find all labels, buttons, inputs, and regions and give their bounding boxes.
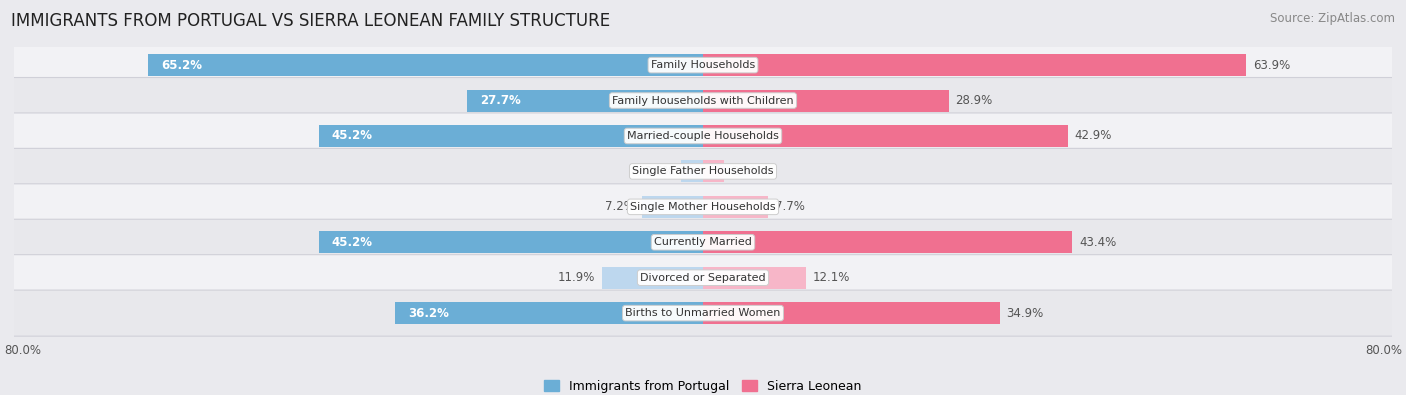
Text: 63.9%: 63.9%	[1253, 58, 1291, 71]
Text: IMMIGRANTS FROM PORTUGAL VS SIERRA LEONEAN FAMILY STRUCTURE: IMMIGRANTS FROM PORTUGAL VS SIERRA LEONE…	[11, 12, 610, 30]
Bar	[641, 196, 703, 218]
FancyBboxPatch shape	[4, 255, 1402, 301]
Bar	[703, 196, 769, 218]
Bar	[703, 90, 949, 111]
Bar	[602, 267, 703, 289]
Text: 7.7%: 7.7%	[775, 200, 806, 213]
Bar	[467, 90, 703, 111]
Bar	[395, 302, 703, 324]
Text: 12.1%: 12.1%	[813, 271, 851, 284]
Text: 2.6%: 2.6%	[644, 165, 673, 178]
Bar	[681, 160, 703, 182]
FancyBboxPatch shape	[4, 42, 1402, 88]
Text: Family Households: Family Households	[651, 60, 755, 70]
FancyBboxPatch shape	[4, 113, 1402, 159]
Bar	[319, 125, 703, 147]
Text: 43.4%: 43.4%	[1078, 236, 1116, 249]
FancyBboxPatch shape	[4, 290, 1402, 336]
Text: Single Mother Households: Single Mother Households	[630, 202, 776, 212]
Text: 45.2%: 45.2%	[332, 236, 373, 249]
Text: Source: ZipAtlas.com: Source: ZipAtlas.com	[1270, 12, 1395, 25]
Text: 7.2%: 7.2%	[605, 200, 636, 213]
Text: 36.2%: 36.2%	[408, 307, 449, 320]
Bar	[703, 267, 806, 289]
Bar	[149, 54, 703, 76]
Bar	[319, 231, 703, 253]
Text: 28.9%: 28.9%	[956, 94, 993, 107]
Text: Currently Married: Currently Married	[654, 237, 752, 247]
FancyBboxPatch shape	[4, 219, 1402, 265]
FancyBboxPatch shape	[4, 184, 1402, 230]
Bar	[703, 125, 1069, 147]
Text: Family Households with Children: Family Households with Children	[612, 96, 794, 105]
Text: 11.9%: 11.9%	[558, 271, 595, 284]
Legend: Immigrants from Portugal, Sierra Leonean: Immigrants from Portugal, Sierra Leonean	[540, 375, 866, 395]
Text: 2.5%: 2.5%	[731, 165, 761, 178]
Text: 65.2%: 65.2%	[162, 58, 202, 71]
Bar	[703, 302, 1000, 324]
Text: 45.2%: 45.2%	[332, 130, 373, 143]
Text: Single Father Households: Single Father Households	[633, 166, 773, 177]
FancyBboxPatch shape	[4, 149, 1402, 194]
Text: 42.9%: 42.9%	[1074, 130, 1112, 143]
FancyBboxPatch shape	[4, 77, 1402, 124]
Text: Divorced or Separated: Divorced or Separated	[640, 273, 766, 283]
Bar	[703, 54, 1247, 76]
Text: Married-couple Households: Married-couple Households	[627, 131, 779, 141]
Text: 27.7%: 27.7%	[481, 94, 520, 107]
Text: 34.9%: 34.9%	[1007, 307, 1043, 320]
Bar	[703, 160, 724, 182]
Bar	[703, 231, 1073, 253]
Text: Births to Unmarried Women: Births to Unmarried Women	[626, 308, 780, 318]
